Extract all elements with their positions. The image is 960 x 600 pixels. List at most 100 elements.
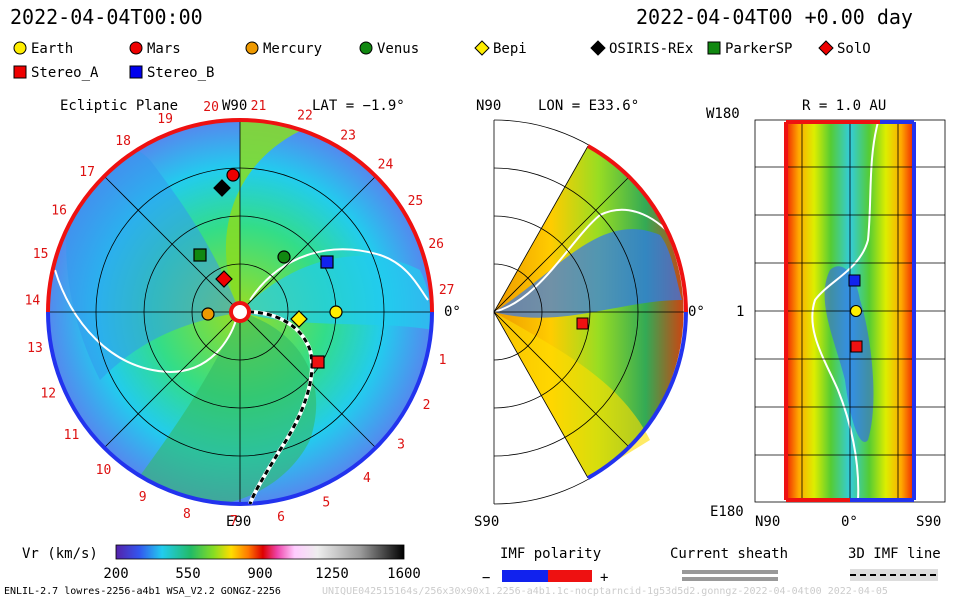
legend-label: OSIRIS-REx: [609, 41, 694, 57]
sheath-line-1: [682, 570, 778, 574]
carrington-label: 5: [322, 495, 330, 510]
model-footer: ENLIL-2.7 lowres-2256-a4b1 WSA_V2.2 GONG…: [4, 586, 281, 597]
meridional-rim-positive: [587, 144, 688, 313]
imf-minus: −: [482, 570, 490, 586]
solo-marker: [215, 270, 233, 288]
legend-label: Mercury: [263, 41, 323, 57]
legend-item-solo: SolO: [818, 40, 871, 57]
carrington-label: 19: [157, 112, 173, 127]
meridional-stereo-a-marker: [576, 317, 589, 330]
sun-icon: [229, 301, 251, 323]
diamond-marker-icon: [818, 40, 834, 56]
carrington-label: 1: [439, 353, 447, 368]
earth-imf-line-dash: [239, 310, 314, 505]
carrington-label: 12: [40, 387, 56, 402]
legend-item-venus: Venus: [358, 40, 419, 57]
carrington-label: 4: [363, 471, 371, 486]
colorbar-tick-label: 900: [247, 566, 272, 582]
circle-marker-icon: [129, 41, 143, 55]
meridional-sheath: [493, 208, 676, 313]
mercury-marker: [201, 307, 215, 321]
colorbar-ticks: 200 550 900 1250 1600: [103, 566, 421, 582]
mars-marker: [226, 168, 240, 182]
ecliptic-title: Ecliptic Plane: [60, 98, 178, 114]
ecliptic-objects: [193, 168, 343, 369]
radial-title: R = 1.0 AU: [802, 98, 886, 114]
ecliptic-right-label: 0°: [444, 304, 461, 320]
colorbar-tick-label: 1600: [387, 566, 421, 582]
carrington-label: 3: [397, 438, 405, 453]
square-marker-icon: [13, 65, 27, 79]
legend-item-osiris-rex: OSIRIS-REx: [590, 40, 693, 57]
carrington-label: 14: [25, 294, 41, 309]
carrington-label: 25: [408, 194, 424, 209]
meridional-rim-negative: [587, 311, 688, 480]
radial-stereo-b-marker: [848, 274, 861, 287]
osiris-rex-marker: [213, 179, 231, 197]
meridional-bottom-label: S90: [474, 514, 499, 530]
radial-sheath: [811, 121, 879, 501]
legend-item-stereo-a: Stereo_A: [12, 64, 98, 81]
ecliptic-rim-positive: [46, 118, 434, 313]
imf-polarity-label: IMF polarity: [500, 546, 601, 562]
legend-label: Stereo_B: [147, 65, 215, 81]
carrington-label: 11: [64, 428, 80, 443]
carrington-label: 26: [428, 237, 444, 252]
meridional-right-label: 0°: [688, 304, 705, 320]
legend-item-earth: Earth: [12, 40, 73, 57]
legend-label: ParkerSP: [725, 41, 793, 57]
radial-bottom-label: E180: [710, 504, 744, 520]
meridional-grid: [493, 119, 687, 505]
colorbar: [115, 544, 405, 560]
radial-stereo-a-marker: [850, 340, 863, 353]
diamond-marker-icon: [590, 40, 606, 56]
carrington-label: 8: [183, 507, 191, 522]
meridional-top-label: N90: [476, 98, 501, 114]
carrington-label: 23: [340, 128, 356, 143]
earth-marker: [329, 305, 343, 319]
radial-earth-marker: [850, 305, 862, 317]
radial-x-right: S90: [916, 514, 941, 530]
carrington-label: 18: [115, 134, 131, 149]
meridional-slow-wind-south: [494, 312, 650, 478]
run-id-footer: UNIQUE042515164s/256x30x90x1.2256-a4b1.1…: [322, 586, 888, 597]
legend-item-parkersp: ParkerSP: [706, 40, 792, 57]
radial-left-label: 1: [736, 304, 744, 320]
legend-item-mars: Mars: [128, 40, 181, 57]
carrington-label: 2: [423, 398, 431, 413]
model-time: 2022-04-04T00:00: [10, 5, 203, 29]
carrington-label: 6: [277, 510, 285, 525]
radial-x-mid: 0°: [841, 514, 858, 530]
colorbar-tick-label: 1250: [315, 566, 349, 582]
carrington-label: 10: [96, 463, 112, 478]
ecliptic-rim-negative: [46, 311, 434, 506]
carrington-label: 17: [79, 165, 95, 180]
diamond-marker-icon: [474, 40, 490, 56]
stereo-b-marker: [320, 255, 334, 269]
forecast-time: 2022-04-04T00 +0.00 day: [636, 5, 913, 29]
legend-item-stereo-b: Stereo_B: [128, 64, 214, 81]
circle-marker-icon: [245, 41, 259, 55]
legend-label: Earth: [31, 41, 74, 57]
meridional-slow-wind: [494, 229, 682, 318]
imf-negative-swatch: [502, 570, 548, 582]
radial-top-label: W180: [706, 106, 740, 122]
legend-item-mercury: Mercury: [244, 40, 322, 57]
imf-plus: +: [600, 570, 608, 586]
carrington-label: 27: [439, 283, 455, 298]
colorbar-tick-label: 550: [175, 566, 200, 582]
ecliptic-lat: LAT = −1.9°: [312, 98, 405, 114]
colorbar-label: Vr (km/s): [22, 546, 98, 562]
carrington-label: 9: [139, 490, 147, 505]
sheath-line-2: [682, 577, 778, 581]
imf-positive-swatch: [548, 570, 592, 582]
radial-x-left: N90: [755, 514, 780, 530]
venus-marker: [277, 250, 291, 264]
stereo-a-marker: [311, 355, 325, 369]
carrington-label: 7: [230, 514, 238, 529]
legend-label: Venus: [377, 41, 420, 57]
ecliptic-top-label: W90: [222, 98, 247, 114]
circle-marker-icon: [13, 41, 27, 55]
bepi-marker: [290, 310, 308, 328]
